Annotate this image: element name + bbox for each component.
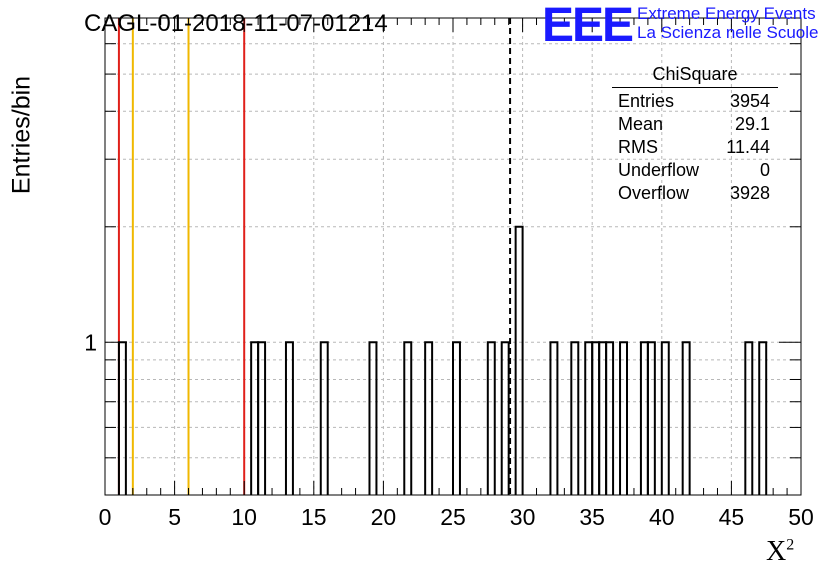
logo-line-2: La Scienza nelle Scuole <box>637 23 819 42</box>
x-tick-label: 25 <box>440 504 466 530</box>
stats-row-overflow: Overflow 3928 <box>618 183 770 203</box>
x-tick-label: 30 <box>510 504 536 530</box>
x-axis-label: X2 <box>766 536 795 567</box>
x-axis-label-superscript: 2 <box>786 536 795 554</box>
histogram-bin <box>598 341 608 495</box>
stats-row-entries: Entries 3954 <box>618 91 770 111</box>
y-axis-label: Entries/bin <box>7 75 36 195</box>
x-tick-label: 40 <box>649 504 675 530</box>
x-tick-label: 15 <box>301 504 327 530</box>
stats-row-rms: RMS 11.44 <box>618 137 770 157</box>
stats-box: ChiSquare Entries 3954 Mean 29.1 RMS 11.44 … <box>612 64 778 205</box>
eee-logo-text: Extreme Energy Events La Scienza nelle S… <box>637 4 818 42</box>
x-tick-label: 45 <box>719 504 745 530</box>
x-tick-label: 10 <box>231 504 257 530</box>
histogram-bin <box>424 341 434 495</box>
chart-title: CAGL-01-2018-11-07-01214 <box>84 10 388 37</box>
histogram-bin <box>284 341 294 495</box>
histogram-bin <box>117 341 127 495</box>
histogram-bin <box>744 341 754 495</box>
histogram-bin <box>257 341 267 495</box>
histogram-bin <box>570 341 580 495</box>
histogram-bin <box>452 341 461 495</box>
x-tick-label: 20 <box>371 504 397 530</box>
logo-line-1: Extreme Energy Events <box>637 4 816 23</box>
histogram-bin <box>549 341 559 495</box>
y-axis-label-box: Entries/bin <box>2 76 42 194</box>
histogram-bin <box>660 341 670 495</box>
stats-title: ChiSquare <box>612 64 778 88</box>
histogram-bin <box>605 341 615 495</box>
histogram-bin <box>319 341 329 495</box>
histogram-bin <box>514 225 524 495</box>
histogram-bin <box>486 341 496 495</box>
x-tick-label: 0 <box>99 504 112 530</box>
histogram-bin <box>500 341 510 495</box>
histogram-bin <box>368 341 378 495</box>
x-tick-label: 35 <box>579 504 605 530</box>
histogram-bin <box>639 341 649 495</box>
stats-row-mean: Mean 29.1 <box>618 114 770 134</box>
histogram-bin <box>646 341 656 495</box>
histogram-bin <box>619 341 628 495</box>
histogram-bin <box>681 341 691 495</box>
histogram-bin <box>250 341 260 495</box>
histogram-bin <box>591 341 601 495</box>
y-tick-label: 1 <box>84 329 97 355</box>
stats-row-underflow: Underflow 0 <box>618 160 770 180</box>
histogram-bin <box>758 341 768 495</box>
eee-logo-mark: EEE <box>542 0 634 52</box>
x-tick-label: 5 <box>168 504 181 530</box>
histogram-bin <box>584 341 594 495</box>
histogram-bin <box>403 341 413 495</box>
x-tick-label: 50 <box>788 504 814 530</box>
